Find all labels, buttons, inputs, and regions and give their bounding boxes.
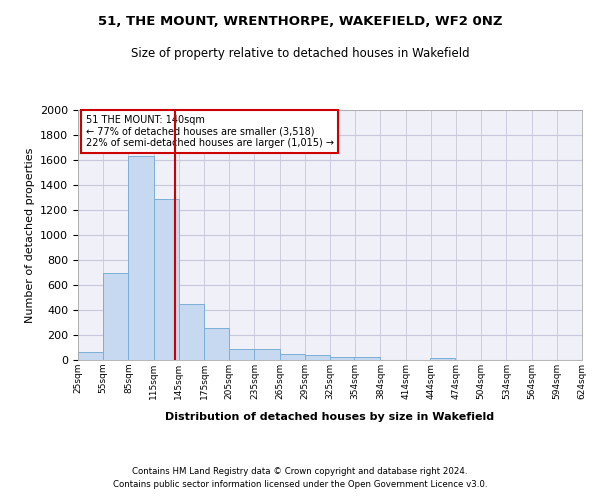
Bar	[78, 352, 103, 360]
Bar	[305, 355, 330, 360]
Bar	[254, 349, 280, 360]
Bar	[430, 358, 455, 360]
Text: 51, THE MOUNT, WRENTHORPE, WAKEFIELD, WF2 0NZ: 51, THE MOUNT, WRENTHORPE, WAKEFIELD, WF…	[98, 15, 502, 28]
Text: Contains public sector information licensed under the Open Government Licence v3: Contains public sector information licen…	[113, 480, 487, 489]
Y-axis label: Number of detached properties: Number of detached properties	[25, 148, 35, 322]
Text: Distribution of detached houses by size in Wakefield: Distribution of detached houses by size …	[166, 412, 494, 422]
Text: Size of property relative to detached houses in Wakefield: Size of property relative to detached ho…	[131, 48, 469, 60]
Bar	[355, 356, 380, 360]
Text: 51 THE MOUNT: 140sqm
← 77% of detached houses are smaller (3,518)
22% of semi-de: 51 THE MOUNT: 140sqm ← 77% of detached h…	[86, 115, 334, 148]
Bar	[204, 328, 229, 360]
Bar	[280, 354, 305, 360]
Bar	[103, 273, 128, 360]
Bar	[330, 356, 355, 360]
Text: Contains HM Land Registry data © Crown copyright and database right 2024.: Contains HM Land Registry data © Crown c…	[132, 467, 468, 476]
Bar	[154, 198, 179, 360]
Bar	[128, 156, 154, 360]
Bar	[229, 349, 254, 360]
Bar	[179, 304, 204, 360]
